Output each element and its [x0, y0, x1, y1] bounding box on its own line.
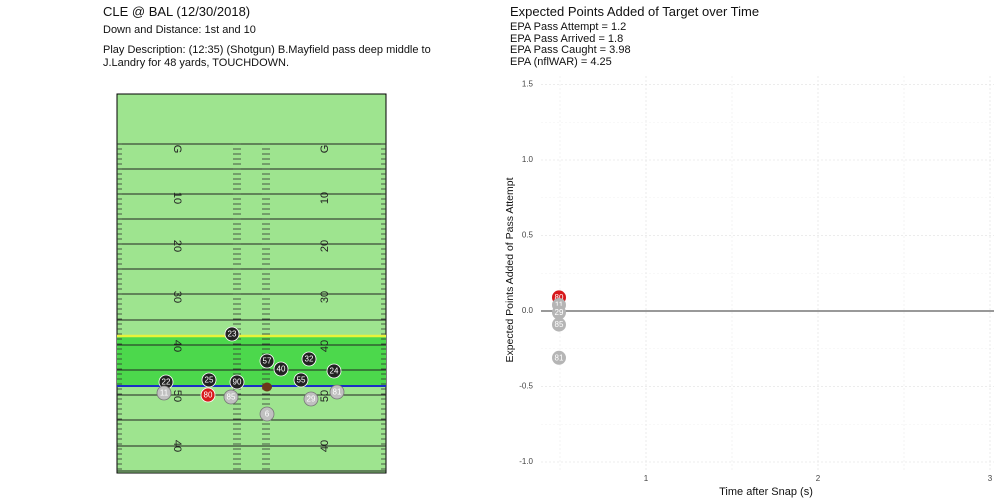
- player-number: 57: [263, 357, 272, 366]
- player-marker: 90: [229, 374, 245, 390]
- yard-number: 30: [319, 291, 331, 303]
- down-distance: Down and Distance: 1st and 10: [103, 24, 256, 36]
- data-point: 81: [552, 350, 566, 365]
- player-number: 25: [205, 376, 214, 385]
- point-marker: [552, 317, 566, 332]
- player-dot: [224, 326, 240, 342]
- player-marker: 23: [224, 326, 240, 342]
- player-number: 90: [233, 378, 242, 387]
- y-tick-label: 0.0: [522, 306, 534, 315]
- player-marker: 40: [273, 361, 289, 377]
- yard-number: 40: [319, 340, 331, 352]
- player-dot: [273, 361, 289, 377]
- player-number: 6: [265, 410, 270, 419]
- player-dot: [156, 385, 172, 401]
- play-description: Play Description: (12:35) (Shotgun) B.Ma…: [103, 44, 431, 69]
- yard-number: 30: [171, 291, 183, 303]
- player-number: 32: [305, 355, 314, 364]
- y-tick-label: 1.0: [522, 155, 534, 164]
- yard-number: 10: [171, 192, 183, 204]
- y-tick-label: 1.5: [522, 80, 534, 89]
- point-marker: [552, 305, 566, 320]
- yard-number: 20: [319, 240, 331, 252]
- data-point: 85: [552, 317, 566, 332]
- player-number: 40: [277, 365, 286, 374]
- player-number: 23: [228, 330, 237, 339]
- epa-pass-caught: EPA Pass Caught = 3.98: [510, 44, 631, 56]
- player-number: 55: [297, 376, 306, 385]
- point-label: 80: [555, 293, 564, 302]
- player-dot: [293, 372, 309, 388]
- player-marker: 11: [156, 385, 172, 401]
- yard-number: 40: [171, 340, 183, 352]
- x-tick-label: 3: [988, 474, 993, 483]
- point-label: 29: [555, 308, 564, 317]
- player-dot: [259, 406, 275, 422]
- grid: [541, 76, 994, 470]
- player-number: 85: [227, 393, 236, 402]
- epa-pass-arrived: EPA Pass Arrived = 1.8: [510, 32, 624, 45]
- player-dot: [201, 372, 217, 388]
- player-number: 22: [162, 378, 171, 387]
- player-marker: 25: [201, 372, 217, 388]
- x-tick-label: 1: [644, 474, 649, 483]
- epa-summary: EPA Pass Attempt = 1.2 EPA Pass Arrived …: [510, 21, 631, 68]
- player-marker: 81: [329, 384, 345, 400]
- football: [262, 382, 272, 392]
- player-marker: 80: [200, 387, 216, 403]
- player-dot: [329, 384, 345, 400]
- player-number: 11: [160, 389, 169, 398]
- yard-number: 50: [171, 390, 183, 402]
- player-marker: 55: [293, 372, 309, 388]
- player-marker: 6: [259, 406, 275, 422]
- x-axis-label: Time after Snap (s): [719, 486, 813, 498]
- player-dot: [326, 363, 342, 379]
- player-dot: [229, 374, 245, 390]
- player-dot: [200, 387, 216, 403]
- point-label: 81: [555, 353, 564, 362]
- epa-pass-attempt: EPA Pass Attempt = 1.2: [510, 21, 627, 33]
- player-number: 80: [204, 391, 213, 400]
- yard-number: G: [171, 145, 183, 154]
- player-number: 24: [330, 367, 339, 376]
- yard-number: 10: [319, 192, 331, 204]
- y-tick-label: 0.5: [522, 231, 534, 240]
- chart-title: Expected Points Added of Target over Tim…: [510, 4, 760, 19]
- player-dot: [301, 351, 317, 367]
- player-dot: [223, 389, 239, 405]
- player-number: 81: [333, 388, 342, 397]
- player-dot: [303, 391, 319, 407]
- play-title: CLE @ BAL (12/30/2018): [103, 4, 251, 19]
- point-label: 11: [555, 301, 564, 310]
- yard-number: 40: [319, 440, 331, 452]
- player-dot: [259, 353, 275, 369]
- player-marker: 85: [223, 389, 239, 405]
- epa-nflwar: EPA (nflWAR) = 4.25: [510, 55, 612, 68]
- player-marker: 29: [303, 391, 319, 407]
- player-number: 29: [307, 395, 316, 404]
- player-marker: 57: [259, 353, 275, 369]
- yard-number: G: [319, 145, 331, 154]
- yard-number: 20: [171, 240, 183, 252]
- yard-number: 50: [319, 390, 331, 402]
- y-tick-label: -1.0: [519, 457, 533, 466]
- yard-number: 40: [171, 440, 183, 452]
- x-tick-label: 2: [816, 474, 821, 483]
- player-marker: 32: [301, 351, 317, 367]
- y-axis-label: Expected Points Added of Pass Attempt: [504, 177, 516, 362]
- field-turf: [116, 93, 387, 474]
- y-tick-label: -0.5: [519, 382, 533, 391]
- player-marker: 24: [326, 363, 342, 379]
- point-label: 85: [555, 320, 564, 329]
- point-marker: [552, 350, 566, 365]
- data-point: 29: [552, 305, 566, 320]
